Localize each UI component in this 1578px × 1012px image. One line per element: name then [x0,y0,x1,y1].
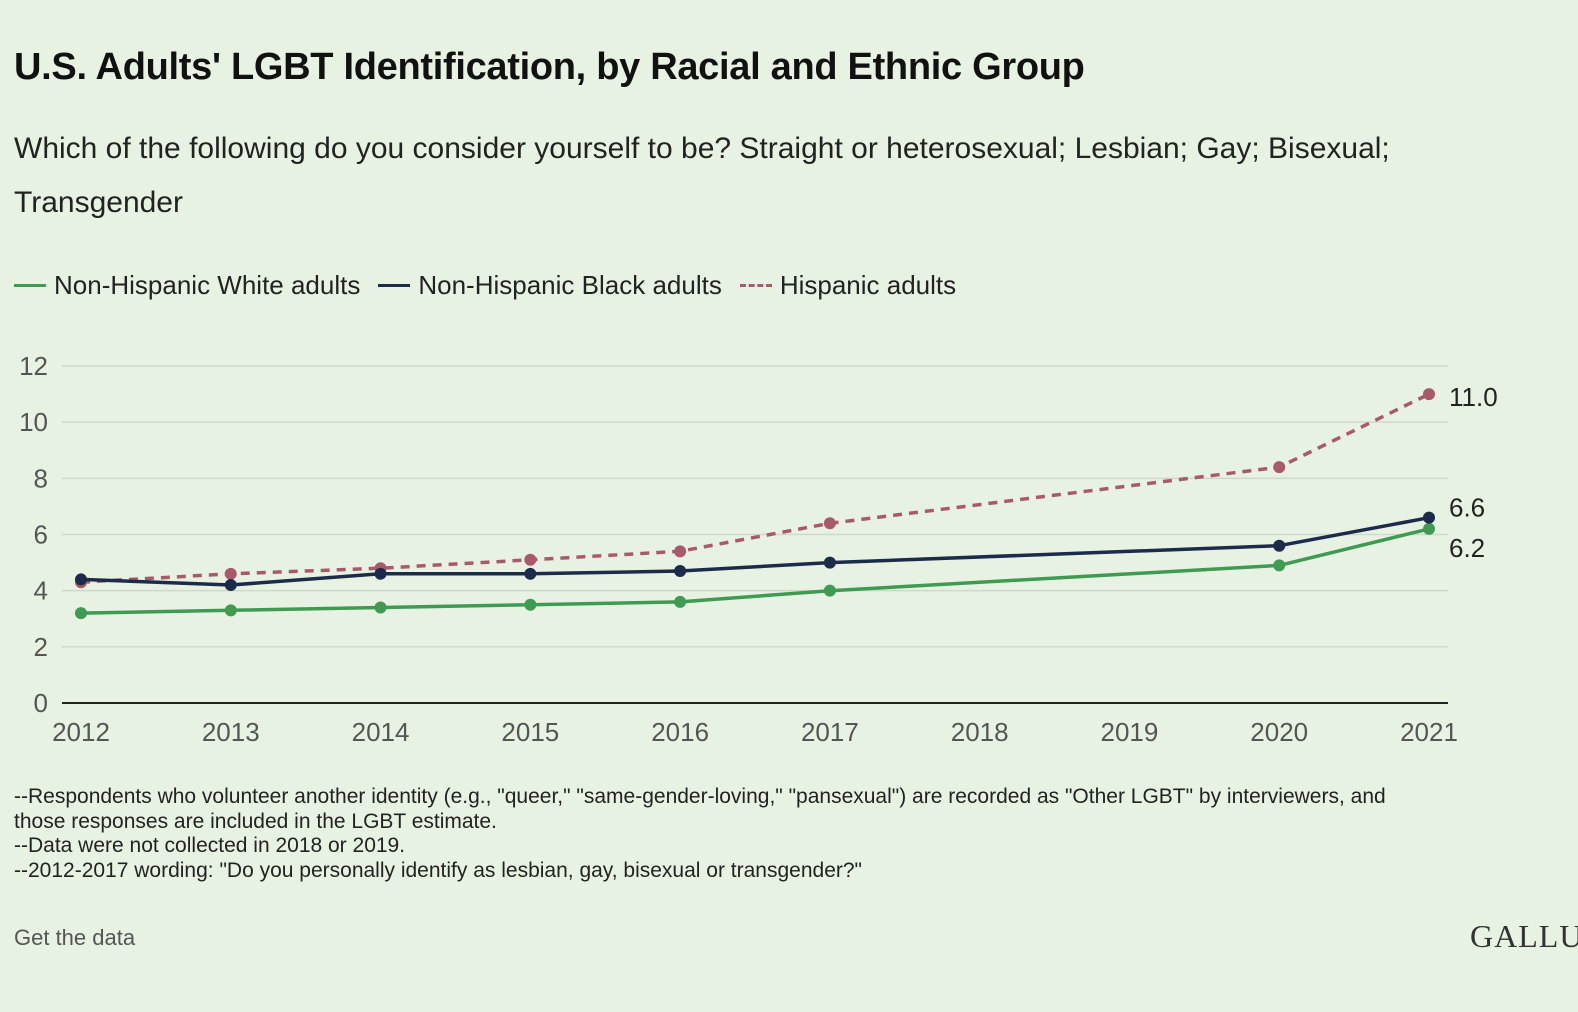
end-value-label: 6.2 [1449,533,1485,563]
legend-item-hispanic: Hispanic adults [739,270,957,301]
x-tick-label: 2019 [1101,717,1159,747]
data-point [674,595,687,608]
data-point [524,553,537,566]
legend-swatch-white [14,284,46,287]
legend-swatch-black [378,284,411,287]
x-tick-label: 2020 [1250,717,1308,747]
x-tick-label: 2016 [651,717,709,747]
series-line [80,527,1430,615]
data-point [823,517,836,530]
data-point [75,607,87,620]
data-point [1273,461,1286,474]
x-tick-label: 2013 [202,717,260,747]
note-line: --2012-2017 wording: "Do you personally … [14,858,863,882]
data-point [1423,522,1435,535]
legend-label-white: Non-Hispanic White adults [54,270,361,300]
end-value-label: 6.6 [1449,493,1485,523]
y-tick-label: 10 [19,407,48,437]
y-tick-label: 8 [34,463,48,493]
x-tick-label: 2017 [801,717,859,747]
chart-title: U.S. Adults' LGBT Identification, by Rac… [14,46,1085,88]
chart-notes: --Respondents who volunteer another iden… [14,785,1386,883]
data-point [674,545,687,558]
legend-item-white: Non-Hispanic White adults [14,270,360,301]
legend-swatch-hispanic [739,284,772,287]
x-tick-label: 2015 [501,717,559,747]
note-line: --Data were not collected in 2018 or 201… [14,834,406,857]
legend: Non-Hispanic White adults Non-Hispanic B… [14,270,974,301]
legend-label-black: Non-Hispanic Black adults [418,270,722,300]
x-tick-label: 2021 [1400,717,1458,747]
y-tick-label: 4 [34,576,48,606]
data-point [524,598,537,611]
data-point [224,579,237,592]
data-point [1423,388,1435,401]
data-point [1273,539,1286,552]
data-point [674,565,687,578]
legend-item-black: Non-Hispanic Black adults [378,270,722,301]
gallup-logo: GALLUP [1470,918,1578,954]
data-point [524,567,537,580]
data-point [374,567,387,580]
x-tick-label: 2014 [352,717,410,747]
note-line: --Respondents who volunteer another iden… [14,785,1386,808]
chart-subtitle: Which of the following do you consider y… [14,132,1390,219]
y-tick-label: 6 [34,520,48,550]
end-value-label: 11.0 [1449,382,1498,412]
line-chart: 0 2 4 6 8 10 12 2012 2013 2014 2015 2016 2017 2018 201… [19,351,1498,747]
x-tick-label: 2012 [52,717,110,747]
note-line: those responses are included in the LGBT… [14,809,497,833]
x-tick-label: 2018 [951,717,1009,747]
data-point [374,601,387,614]
data-point [823,556,836,569]
data-point [224,604,237,617]
y-tick-label: 0 [34,688,48,718]
get-the-data-link[interactable]: Get the data [14,925,136,950]
legend-label-hispanic: Hispanic adults [779,270,957,300]
y-tick-label: 12 [19,351,48,381]
y-tick-label: 2 [34,632,48,662]
data-point [1273,559,1286,572]
data-point [1423,511,1435,524]
data-point [75,573,87,586]
series-line [80,515,1430,587]
data-point [224,567,237,580]
data-point [823,584,836,597]
